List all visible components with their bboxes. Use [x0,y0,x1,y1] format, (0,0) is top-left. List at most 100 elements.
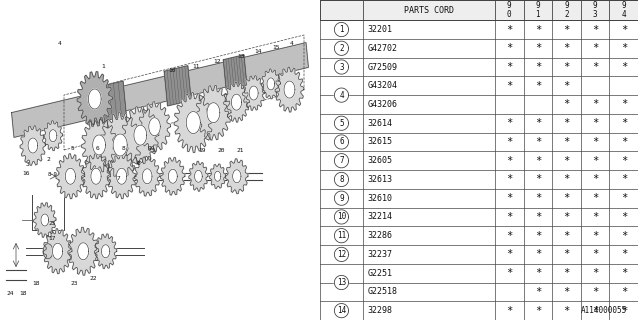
Polygon shape [138,102,170,152]
Text: *: * [621,268,627,278]
Polygon shape [335,172,349,187]
Text: *: * [535,43,541,53]
Text: *: * [506,174,513,184]
Text: *: * [592,25,598,35]
Text: *: * [535,156,541,166]
Text: *: * [592,212,598,222]
Text: 9: 9 [147,146,151,151]
Polygon shape [161,157,185,195]
Polygon shape [335,135,349,149]
Polygon shape [102,245,110,258]
Polygon shape [44,121,63,151]
Text: 6: 6 [136,161,140,166]
Polygon shape [233,170,241,183]
Text: *: * [592,231,598,241]
Polygon shape [267,78,275,90]
Text: 9: 9 [339,194,344,203]
Text: 9
3: 9 3 [593,1,598,19]
Polygon shape [82,154,111,199]
Text: 5: 5 [151,148,155,153]
Text: *: * [535,62,541,72]
Text: *: * [563,137,570,147]
Polygon shape [143,169,152,184]
Polygon shape [44,244,53,259]
Text: *: * [621,25,627,35]
Text: *: * [621,43,627,53]
Polygon shape [335,276,349,290]
Text: *: * [563,306,570,316]
Text: *: * [535,137,541,147]
Polygon shape [261,69,280,99]
Text: *: * [506,62,513,72]
Text: *: * [621,100,627,109]
Polygon shape [52,243,63,259]
Text: *: * [563,81,570,91]
Polygon shape [65,168,76,184]
Text: *: * [506,268,513,278]
Text: *: * [592,118,598,128]
Text: 14: 14 [255,49,262,54]
Text: *: * [563,100,570,109]
Text: *: * [592,174,598,184]
Polygon shape [249,86,258,100]
Polygon shape [148,118,160,136]
Text: 8: 8 [339,175,344,184]
Polygon shape [335,22,349,37]
Text: 32237: 32237 [368,250,393,259]
Text: 18: 18 [19,291,27,296]
Polygon shape [195,170,202,182]
Text: 24: 24 [6,291,14,296]
Polygon shape [134,125,147,145]
Polygon shape [226,159,248,194]
Polygon shape [335,41,349,55]
Text: G42702: G42702 [368,44,397,53]
Text: *: * [592,268,598,278]
Text: *: * [506,81,513,91]
Text: 19: 19 [198,148,206,154]
Polygon shape [335,191,349,205]
Text: *: * [592,100,598,109]
Text: *: * [621,174,627,184]
Text: 7: 7 [339,156,344,165]
Bar [320,0,638,20]
Text: 32614: 32614 [368,119,393,128]
Polygon shape [196,85,231,140]
Polygon shape [78,243,88,260]
Text: 32201: 32201 [368,25,393,34]
Polygon shape [335,247,349,261]
Text: 1: 1 [339,25,344,34]
Text: A114000055: A114000055 [581,306,627,315]
Text: *: * [621,137,627,147]
Text: *: * [563,156,570,166]
Text: G72509: G72509 [368,62,397,71]
Polygon shape [81,117,116,172]
Text: 8-9: 8-9 [48,172,58,177]
Text: 4: 4 [290,41,294,46]
Text: 14: 14 [337,306,346,315]
Polygon shape [164,66,191,106]
Text: 4: 4 [58,41,61,46]
Text: *: * [621,118,627,128]
Text: 20: 20 [218,148,225,154]
Polygon shape [134,156,160,196]
Text: 13: 13 [237,53,244,59]
Text: *: * [506,43,513,53]
Polygon shape [335,116,349,130]
Text: 13: 13 [337,278,346,287]
Polygon shape [174,92,212,153]
Text: 16: 16 [22,171,30,176]
Text: 7: 7 [116,176,120,181]
Text: *: * [535,287,541,297]
Text: 9
1: 9 1 [536,1,540,19]
Text: *: * [621,62,627,72]
Text: *: * [535,174,541,184]
Text: *: * [563,268,570,278]
Text: *: * [563,25,570,35]
Polygon shape [95,234,117,268]
Polygon shape [210,164,226,188]
Polygon shape [122,106,159,164]
Text: 21: 21 [237,148,244,154]
Polygon shape [28,138,38,153]
Text: 6: 6 [96,146,100,151]
Text: 25: 25 [48,221,56,226]
